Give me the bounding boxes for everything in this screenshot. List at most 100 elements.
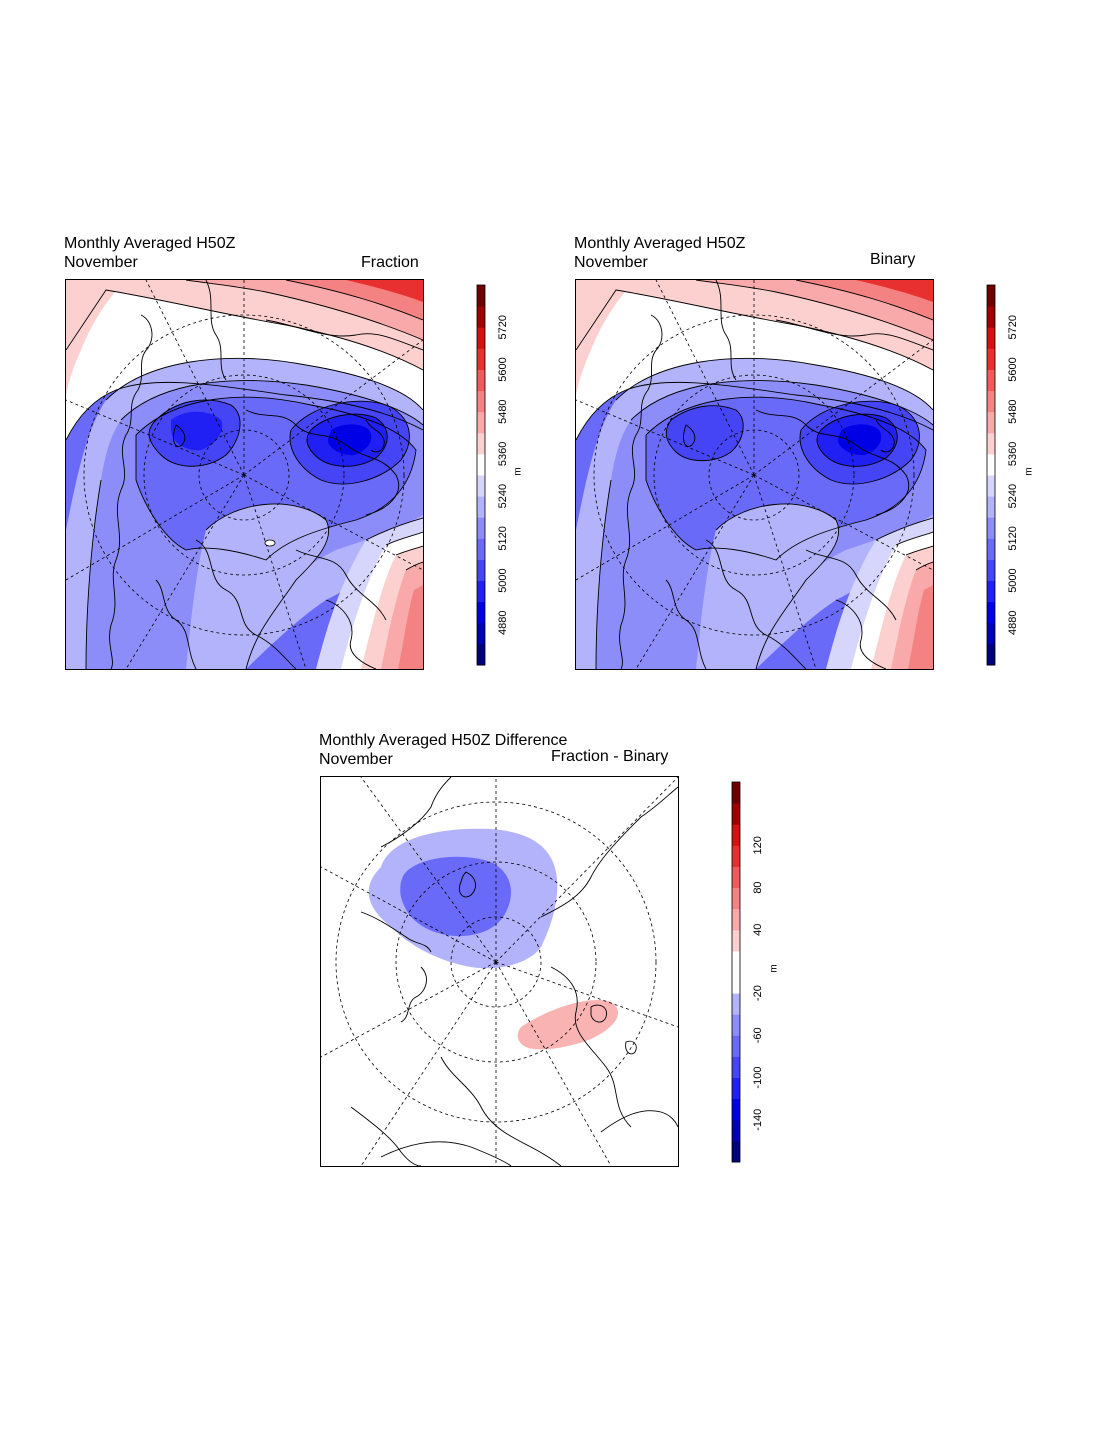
colorbar-segment	[987, 580, 995, 603]
colorbar-tick-label: 5720	[1007, 315, 1019, 339]
colorbar-difference: -140 -100 -60 -20 40 80 120	[730, 779, 775, 1165]
colorbar-segment	[987, 411, 995, 434]
high-left-fill	[66, 280, 126, 395]
colorbar-segment	[732, 1014, 740, 1036]
neg-anomaly-inner	[400, 856, 511, 937]
colorbar-segment	[477, 622, 485, 645]
colorbar-binary: 4880 5000 5120 5240 5360 5480 5600 5720	[985, 282, 1030, 668]
colorbar-segment	[987, 432, 995, 455]
panel-month-binary: November	[574, 254, 648, 271]
colorbar-segment	[477, 432, 485, 455]
colorbar-tick-label: 5600	[497, 357, 509, 381]
colorbar-segment	[477, 369, 485, 392]
small-closed-contour	[264, 539, 276, 547]
colorbar-frame	[986, 284, 996, 666]
colorbar-segment	[732, 824, 740, 846]
panel-title-fraction: Monthly Averaged H50Z	[64, 235, 236, 252]
colorbar-tick-label: 4880	[497, 611, 509, 635]
colorbar-tick-label: 5120	[497, 526, 509, 550]
colorbar-tick-label: 5120	[1007, 526, 1019, 550]
colorbar-segment	[987, 559, 995, 582]
colorbar-segment	[477, 580, 485, 603]
colorbar-segment	[477, 475, 485, 497]
contour-plot-fraction	[66, 280, 423, 669]
colorbar-segment	[987, 475, 995, 497]
colorbar-segment	[987, 538, 995, 560]
colorbar-segment	[477, 496, 485, 518]
panel-month-difference: November	[319, 751, 393, 768]
colorbar-segment	[987, 306, 995, 328]
colorbar-frame	[731, 781, 741, 1163]
colorbar-tick-label: 4880	[1007, 611, 1019, 635]
colorbar-segment	[477, 411, 485, 434]
colorbar-svg-fraction: 4880 5000 5120 5240 5360 5480 5600 5720	[476, 284, 509, 666]
colorbar-segment	[732, 887, 740, 910]
colorbar-segment	[477, 306, 485, 328]
colorbar-segment	[732, 908, 740, 931]
contour-plot-binary	[576, 280, 933, 669]
colorbar-segment	[732, 803, 740, 825]
colorbar-segment	[732, 929, 740, 952]
colorbar-segment	[732, 845, 740, 867]
colorbar-segment	[987, 285, 995, 307]
colorbar-segment	[477, 559, 485, 582]
colorbar-tick-label: 5000	[497, 568, 509, 592]
colorbar-segment	[732, 1077, 740, 1100]
colorbar-tick-label: -20	[752, 985, 764, 1001]
colorbar-segment	[987, 601, 995, 624]
colorbar-svg-difference: -140 -100 -60 -20 40 80 120	[731, 781, 764, 1163]
colorbar-segment	[732, 950, 740, 973]
panel-label-binary: Binary	[870, 251, 916, 268]
high-top-fill-5	[346, 280, 423, 302]
panel-title-binary: Monthly Averaged H50Z	[574, 235, 746, 252]
colorbar-segment	[987, 348, 995, 370]
colorbar-segment	[732, 1035, 740, 1057]
panel-title-difference: Monthly Averaged H50Z Difference	[319, 732, 568, 749]
colorbar-segment	[732, 1098, 740, 1121]
colorbar-tick-label: 5000	[1007, 568, 1019, 592]
right-warm-4	[398, 585, 423, 669]
contour-lines	[66, 280, 423, 669]
panel-label-fraction: Fraction	[361, 254, 419, 271]
colorbar-units-fraction: m	[512, 467, 524, 476]
colorbar-frame	[476, 284, 486, 666]
colorbar-segment	[477, 453, 485, 476]
colorbar-segment	[987, 643, 995, 666]
pos-anomaly	[517, 999, 619, 1050]
coastlines	[109, 280, 423, 669]
panel-month-fraction: November	[64, 254, 138, 271]
panel-label-difference: Fraction - Binary	[551, 748, 669, 765]
colorbar-segment	[477, 390, 485, 413]
colorbar-segment	[732, 993, 740, 1015]
colorbar-segment	[987, 517, 995, 539]
colorbar-segment	[477, 538, 485, 560]
colorbar-units-difference: m	[768, 964, 780, 973]
map-fraction	[65, 279, 424, 670]
colorbar-segment	[477, 327, 485, 349]
colorbar-tick-label: 120	[752, 836, 764, 854]
colorbar-tick-label: -100	[752, 1067, 764, 1089]
contour-plot-difference	[321, 777, 678, 1166]
map-difference	[320, 776, 679, 1167]
plateau-south	[186, 503, 329, 669]
colorbar-tick-label: 5240	[497, 484, 509, 508]
colorbar-tick-label: 5360	[497, 442, 509, 466]
colorbar-tick-label: 80	[752, 881, 764, 893]
colorbar-segment	[987, 496, 995, 518]
colorbar-units-binary: m	[1023, 467, 1035, 476]
colorbar-segment	[732, 1140, 740, 1163]
colorbar-segment	[477, 517, 485, 539]
low-east-core-2	[328, 424, 372, 456]
colorbar-segment	[477, 643, 485, 666]
colorbar-tick-label: 5480	[1007, 399, 1019, 423]
colorbar-tick-label: -60	[752, 1027, 764, 1043]
colorbar-segment	[477, 285, 485, 307]
colorbar-tick-label: 5480	[497, 399, 509, 423]
graticule	[66, 280, 423, 669]
map-binary	[575, 279, 934, 670]
colorbar-tick-label: 40	[752, 924, 764, 936]
colorbar-fraction: 4880 5000 5120 5240 5360 5480 5600 5720	[475, 282, 520, 668]
colorbar-svg-binary: 4880 5000 5120 5240 5360 5480 5600 5720	[986, 284, 1019, 666]
colorbar-segment	[987, 622, 995, 645]
low-west-core	[171, 411, 223, 451]
